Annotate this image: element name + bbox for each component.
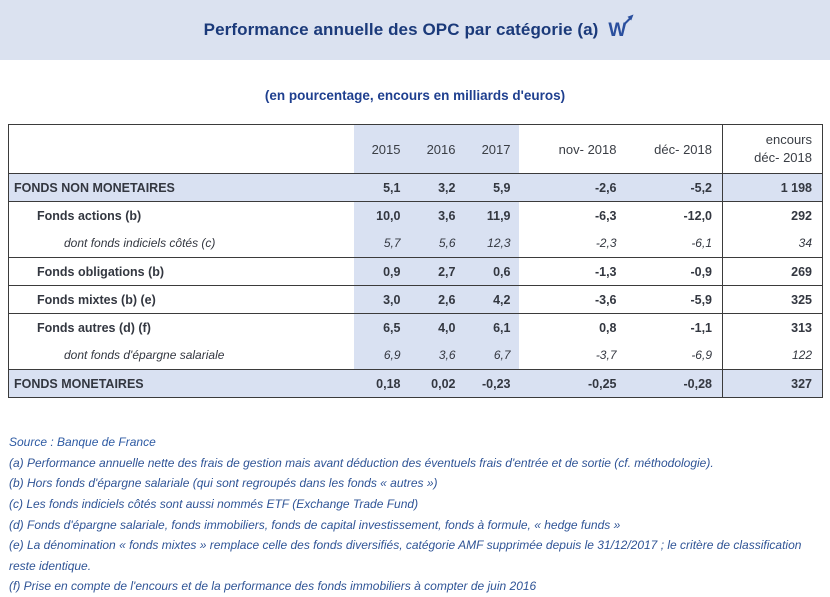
- column-header-nov-2018: nov- 2018: [518, 124, 631, 174]
- source-line: Source : Banque de France: [9, 435, 156, 449]
- webstat-icon-letter: W: [608, 19, 627, 41]
- table-row-dont-epargne-salariale: dont fonds d'épargne salariale 6,9 3,6 6…: [9, 341, 823, 370]
- footnote-d: (d) Fonds d'épargne salariale, fonds imm…: [9, 517, 621, 532]
- column-header-2015: 2015: [353, 124, 409, 174]
- table-header-row: 2015 2016 2017 nov- 2018 déc- 2018 encou…: [8, 124, 823, 174]
- up-right-arrow-icon: [624, 14, 634, 25]
- opc-performance-table: 2015 2016 2017 nov- 2018 déc- 2018 encou…: [8, 124, 823, 398]
- column-header-encours: encours déc- 2018: [722, 124, 823, 174]
- footnote-b: (b) Hors fonds d'épargne salariale (qui …: [9, 476, 438, 491]
- page-title: Performance annuelle des OPC par catégor…: [203, 20, 599, 39]
- footnote-a: (a) Performance annuelle nette des frais…: [9, 455, 714, 470]
- column-header-dec-2018: déc- 2018: [630, 124, 723, 174]
- footnote-c: (c) Les fonds indiciels côtés sont aussi…: [9, 496, 419, 511]
- footnote-f: (f) Prise en compte de l'encours et de l…: [9, 579, 537, 594]
- footnote-e: (e) La dénomination « fonds mixtes » rem…: [9, 538, 802, 573]
- table-row-fonds-monetaires: FONDS MONETAIRES 0,18 0,02 -0,23 -0,25 -…: [8, 369, 823, 398]
- table-row-fonds-actions: Fonds actions (b) 10,0 3,6 11,9 -6,3 -12…: [8, 201, 823, 230]
- table-row-fonds-autres: Fonds autres (d) (f) 6,5 4,0 6,1 0,8 -1,…: [8, 313, 823, 342]
- webstat-link-icon[interactable]: W: [608, 14, 634, 41]
- table-row-dont-fonds-indiciels: dont fonds indiciels côtés (c) 5,7 5,6 1…: [9, 229, 823, 258]
- table-row-fonds-obligations: Fonds obligations (b) 0,9 2,7 0,6 -1,3 -…: [8, 257, 823, 286]
- table-row-fonds-non-monetaires: FONDS NON MONETAIRES 5,1 3,2 5,9 -2,6 -5…: [8, 173, 823, 202]
- column-header-2016: 2016: [408, 124, 464, 174]
- footnotes-block: Source : Banque de France (a) Performanc…: [9, 432, 820, 597]
- column-header-2017: 2017: [463, 124, 519, 174]
- title-band: Performance annuelle des OPC par catégor…: [0, 0, 830, 60]
- column-header-empty: [8, 124, 354, 174]
- table-row-fonds-mixtes: Fonds mixtes (b) (e) 3,0 2,6 4,2 -3,6 -5…: [8, 285, 823, 314]
- table-subtitle: (en pourcentage, encours en milliards d'…: [264, 88, 566, 103]
